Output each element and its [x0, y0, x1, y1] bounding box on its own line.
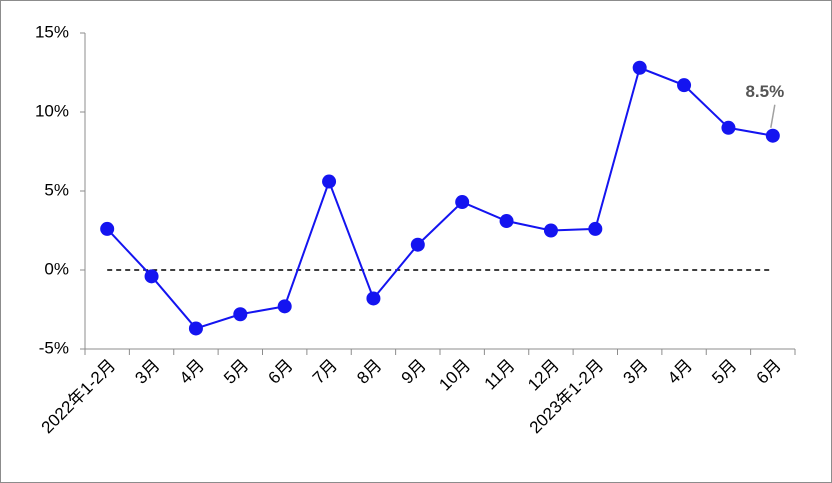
y-tick-label: 10% [35, 101, 69, 120]
label-leader [770, 104, 776, 128]
data-point [366, 291, 381, 306]
value-label: 8.5% [745, 82, 784, 101]
data-point [543, 223, 558, 238]
data-point [632, 60, 647, 75]
data-point [588, 221, 603, 236]
data-point [322, 174, 337, 189]
y-tick-label: -5% [39, 338, 69, 357]
data-point [765, 128, 780, 143]
data-point [721, 120, 736, 135]
data-point [410, 237, 425, 252]
data-point [188, 321, 203, 336]
y-tick-label: 5% [44, 180, 69, 199]
y-tick-label: 0% [44, 259, 69, 278]
data-point [677, 78, 692, 93]
data-point [277, 299, 292, 314]
data-point [499, 214, 514, 229]
y-tick-label: 15% [35, 22, 69, 41]
data-point [144, 269, 159, 284]
data-point [455, 195, 470, 210]
data-point [100, 221, 115, 236]
series-line [106, 66, 773, 330]
data-point [233, 307, 248, 322]
